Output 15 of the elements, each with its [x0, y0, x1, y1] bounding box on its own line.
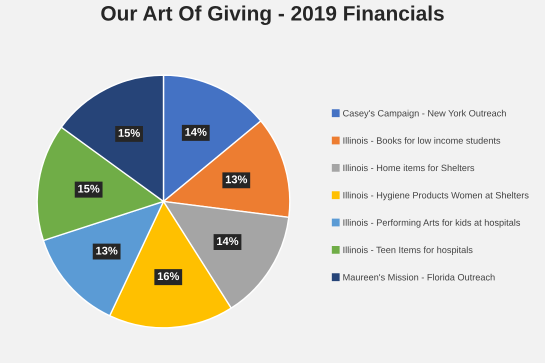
- legend-label: Casey's Campaign - New York Outreach: [343, 110, 506, 118]
- legend-label: Illinois - Home items for Shelters: [343, 164, 474, 172]
- data-label: 15%: [118, 129, 140, 137]
- data-label: 14%: [185, 128, 207, 136]
- data-label: 14%: [217, 237, 238, 246]
- chart-title: Our Art Of Giving - 2019 Financials: [101, 5, 444, 25]
- data-label: 13%: [226, 175, 248, 184]
- data-label: 13%: [96, 246, 118, 255]
- legend-label: Illinois - Performing Arts for kids at hospitals: [343, 219, 520, 228]
- data-label: 16%: [158, 272, 180, 280]
- legend-label: Maureen's Mission - Florida Outreach: [343, 274, 495, 280]
- legend-label: Illinois - Teen Items for hospitals: [343, 246, 473, 255]
- data-label: 15%: [78, 184, 100, 193]
- legend-label: Illinois - Hygiene Products Women at Shelters: [343, 192, 529, 200]
- legend-label: Illinois - Books for low income students: [343, 137, 500, 144]
